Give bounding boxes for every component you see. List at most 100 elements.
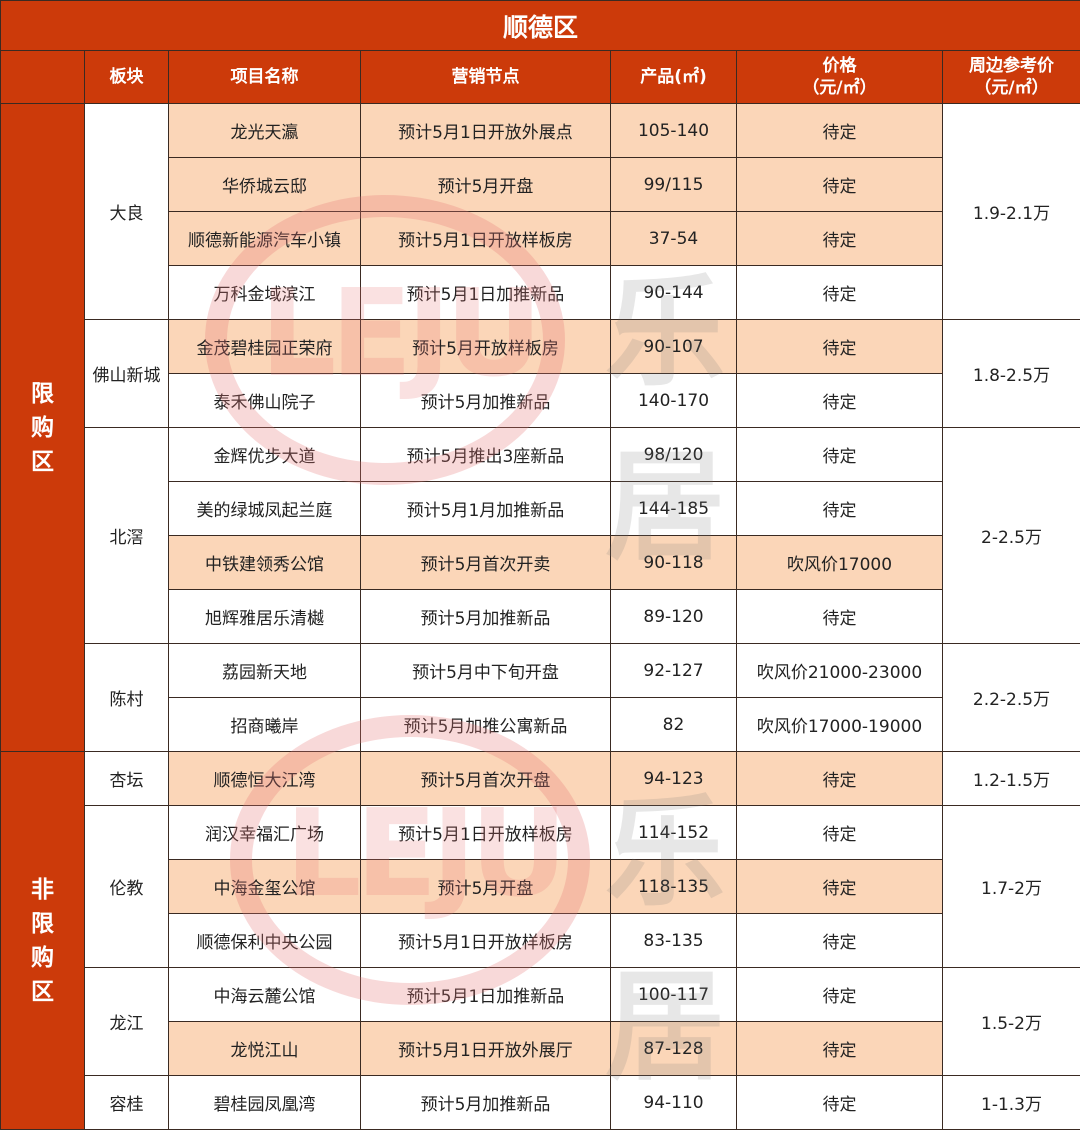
reference-price: 1-1.3万	[942, 1075, 1080, 1130]
title-row: 顺德区	[0, 0, 1080, 51]
marketing-node: 预计5月加推新品	[360, 373, 611, 428]
marketing-node: 预计5月加推新品	[360, 1075, 611, 1130]
table-row: 龙悦江山 预计5月1日开放外展厅 87-128 待定	[1, 1021, 1080, 1076]
table-row: 万科金域滨江 预计5月1日加推新品 90-144 待定	[1, 265, 1080, 320]
price: 待定	[736, 157, 943, 212]
marketing-node: 预计5月1日加推新品	[360, 265, 611, 320]
reference-price: 1.5-2万	[942, 967, 1080, 1076]
reference-price: 1.9-2.1万	[942, 103, 1080, 320]
table-row: 华侨城云邸 预计5月开盘 99/115 待定	[1, 157, 1080, 212]
reference-price: 1.7-2万	[942, 805, 1080, 968]
project-name: 中海云麓公馆	[168, 967, 361, 1022]
project-name: 碧桂园凤凰湾	[168, 1075, 361, 1130]
header-block: 板块	[84, 50, 169, 104]
project-name: 华侨城云邸	[168, 157, 361, 212]
zone-label-text: 非限购区	[31, 876, 54, 1005]
project-name: 龙光天瀛	[168, 103, 361, 158]
reference-price: 2.2-2.5万	[942, 643, 1080, 752]
project-name: 荔园新天地	[168, 643, 361, 698]
table-row: 旭辉雅居乐清樾 预计5月加推新品 89-120 待定	[1, 589, 1080, 644]
marketing-node: 预计5月1日开放外展点	[360, 103, 611, 158]
table-row: 顺德新能源汽车小镇 预计5月1日开放样板房 37-54 待定	[1, 211, 1080, 266]
price: 待定	[736, 859, 943, 914]
block-name: 龙江	[84, 967, 169, 1076]
block-name: 大良	[84, 103, 169, 320]
product-size: 118-135	[610, 859, 737, 914]
price: 待定	[736, 373, 943, 428]
marketing-node: 预计5月加推新品	[360, 589, 611, 644]
block-name: 伦教	[84, 805, 169, 968]
project-name: 美的绿城凤起兰庭	[168, 481, 361, 536]
product-size: 99/115	[610, 157, 737, 212]
marketing-node: 预计5月1日开放外展厅	[360, 1021, 611, 1076]
product-size: 94-123	[610, 751, 737, 806]
table-row: 泰禾佛山院子 预计5月加推新品 140-170 待定	[1, 373, 1080, 428]
header-row: 板块 项目名称 营销节点 产品(㎡) 价格 （元/㎡） 周边参考价 （元/㎡）	[0, 50, 1080, 104]
price: 吹风价17000-19000	[736, 697, 943, 752]
header-ref: 周边参考价 （元/㎡）	[942, 50, 1080, 104]
price: 吹风价21000-23000	[736, 643, 943, 698]
block-name: 佛山新城	[84, 319, 169, 428]
reference-price: 1.2-1.5万	[942, 751, 1080, 806]
header-name: 项目名称	[168, 50, 361, 104]
product-size: 92-127	[610, 643, 737, 698]
price: 待定	[736, 1075, 943, 1130]
header-node: 营销节点	[360, 50, 611, 104]
project-name: 金茂碧桂园正荣府	[168, 319, 361, 374]
header-price: 价格 （元/㎡）	[736, 50, 943, 104]
marketing-node: 预计5月1日开放样板房	[360, 913, 611, 968]
project-name: 旭辉雅居乐清樾	[168, 589, 361, 644]
product-size: 90-144	[610, 265, 737, 320]
table-row: 北滘 金辉优步大道 预计5月推出3座新品 98/120 待定 2-2.5万	[1, 427, 1080, 644]
marketing-node: 预计5月中下旬开盘	[360, 643, 611, 698]
table-row: 非限购区 杏坛 顺德恒大江湾 预计5月首次开盘 94-123 待定 1.2-1.5万	[0, 751, 1080, 1130]
table-row: 容桂 碧桂园凤凰湾 预计5月加推新品 94-110 待定 1-1.3万	[1, 1075, 1080, 1130]
price: 待定	[736, 589, 943, 644]
product-size: 98/120	[610, 427, 737, 482]
marketing-node: 预计5月推出3座新品	[360, 427, 611, 482]
project-name: 中铁建领秀公馆	[168, 535, 361, 590]
product-size: 105-140	[610, 103, 737, 158]
block-name: 陈村	[84, 643, 169, 752]
product-size: 94-110	[610, 1075, 737, 1130]
header-zone	[0, 50, 85, 104]
block-name: 杏坛	[84, 751, 169, 806]
product-size: 114-152	[610, 805, 737, 860]
table-row: 限购区 大良 龙光天瀛 预计5月1日开放外展点 105-140 待定 1.9-2.1万	[0, 103, 1080, 752]
price: 待定	[736, 265, 943, 320]
project-name: 顺德恒大江湾	[168, 751, 361, 806]
marketing-node: 预计5月首次开卖	[360, 535, 611, 590]
table-row: 陈村 荔园新天地 预计5月中下旬开盘 92-127 吹风价21000-23000 2.2-…	[1, 643, 1080, 752]
table-row: 中海金玺公馆 预计5月开盘 118-135 待定	[1, 859, 1080, 914]
project-name: 润汉幸福汇广场	[168, 805, 361, 860]
product-size: 83-135	[610, 913, 737, 968]
block-name: 容桂	[84, 1075, 169, 1130]
table-title: 顺德区	[0, 0, 1080, 51]
header-size: 产品(㎡)	[610, 50, 737, 104]
zone-label-text: 限购区	[31, 380, 54, 475]
price: 吹风价17000	[736, 535, 943, 590]
marketing-node: 预计5月开盘	[360, 859, 611, 914]
product-size: 140-170	[610, 373, 737, 428]
marketing-node: 预计5月开放样板房	[360, 319, 611, 374]
price: 待定	[736, 427, 943, 482]
price: 待定	[736, 751, 943, 806]
price: 待定	[736, 319, 943, 374]
product-size: 90-107	[610, 319, 737, 374]
project-name: 泰禾佛山院子	[168, 373, 361, 428]
product-size: 37-54	[610, 211, 737, 266]
price: 待定	[736, 1021, 943, 1076]
marketing-node: 预计5月1日开放样板房	[360, 805, 611, 860]
marketing-node: 预计5月首次开盘	[360, 751, 611, 806]
table-row: 顺德保利中央公园 预计5月1日开放样板房 83-135 待定	[1, 913, 1080, 968]
product-size: 100-117	[610, 967, 737, 1022]
table-row: 佛山新城 金茂碧桂园正荣府 预计5月开放样板房 90-107 待定 1.8-2.5万	[1, 319, 1080, 428]
zone-label: 限购区	[0, 103, 85, 752]
price: 待定	[736, 805, 943, 860]
project-name: 招商曦岸	[168, 697, 361, 752]
product-size: 89-120	[610, 589, 737, 644]
project-name: 龙悦江山	[168, 1021, 361, 1076]
product-size: 82	[610, 697, 737, 752]
price: 待定	[736, 211, 943, 266]
marketing-node: 预计5月1日开放样板房	[360, 211, 611, 266]
